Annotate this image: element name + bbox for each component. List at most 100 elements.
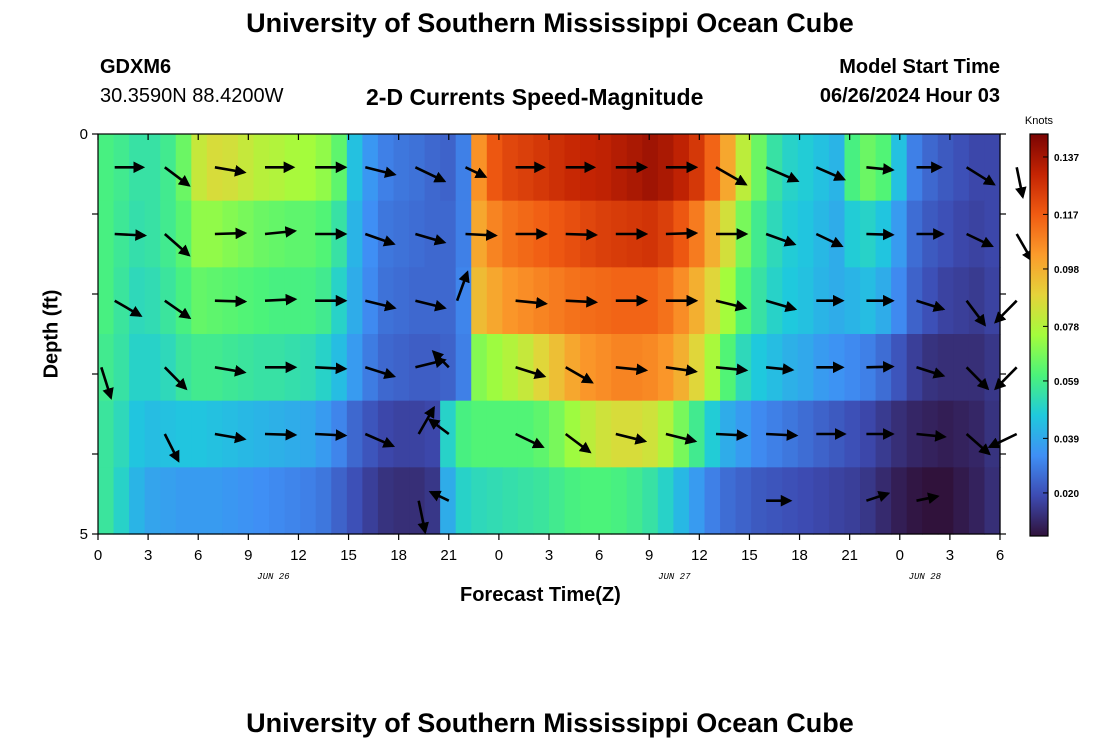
current-vector [766, 429, 799, 441]
heatmap-cell [191, 267, 208, 335]
heatmap-cell [626, 400, 643, 468]
heatmap-cell [751, 400, 768, 468]
heatmap-cell [844, 200, 861, 268]
x-axis-title: Forecast Time(Z) [460, 584, 621, 606]
heatmap-cell [502, 334, 519, 402]
heatmap-cell [346, 334, 363, 402]
heatmap-cell [455, 134, 472, 202]
heatmap-cell [595, 400, 612, 468]
heatmap-cell [797, 467, 814, 535]
heatmap-cell [160, 400, 177, 468]
heatmap-cell [393, 134, 410, 202]
heatmap-cell [206, 467, 224, 535]
heatmap-cell [844, 134, 861, 202]
heatmap-cell [766, 200, 783, 268]
date-label: JUN 26 [257, 572, 290, 582]
heatmap-cell [968, 200, 986, 268]
heatmap-cell [735, 334, 752, 402]
current-vector [715, 363, 749, 376]
current-vector [715, 166, 748, 186]
heatmap-cell [751, 267, 768, 335]
heatmap-cell [844, 334, 861, 402]
heatmap-cell [984, 467, 1001, 535]
current-vector [715, 429, 749, 441]
heatmap-cell [424, 134, 441, 202]
current-vector [565, 228, 599, 241]
heatmap-cell [160, 134, 177, 202]
heatmap-cell [237, 134, 255, 202]
current-vector [414, 166, 447, 183]
heatmap-cell [222, 134, 239, 202]
heatmap-cell [502, 200, 519, 268]
heatmap-cell [751, 334, 768, 402]
current-vector [665, 432, 698, 445]
heatmap-cell [937, 334, 954, 402]
heatmap-cell [704, 400, 721, 468]
heatmap-cell [175, 467, 192, 535]
current-vector [214, 227, 248, 240]
current-vector [916, 299, 946, 312]
heatmap-cell [549, 334, 566, 402]
heatmap-cell [782, 134, 799, 202]
x-tick-label: 3 [144, 547, 152, 564]
current-vector [615, 432, 648, 445]
current-vector [916, 492, 940, 504]
heatmap-cell [953, 267, 970, 335]
heatmap-cell [642, 267, 659, 335]
heatmap-cell [937, 467, 954, 535]
current-vector [364, 366, 397, 380]
date-label: JUN 28 [909, 572, 942, 582]
heatmap-cell [362, 400, 379, 468]
current-vector [214, 165, 247, 177]
heatmap-cell [953, 134, 970, 202]
heatmap-cell [362, 200, 379, 268]
heatmap-cell [922, 267, 939, 335]
heatmap-cell [253, 267, 270, 335]
current-vector [994, 366, 1018, 391]
current-vector [987, 432, 1018, 449]
heatmap-cell [906, 400, 923, 468]
heatmap-cell [984, 400, 1001, 468]
heatmap-cell [642, 200, 659, 268]
current-vector [665, 227, 699, 240]
heatmap-cell [906, 134, 923, 202]
heatmap-cell [642, 334, 659, 402]
heatmap-cell [440, 200, 457, 268]
heatmap-cell [735, 267, 752, 335]
heatmap-cell [175, 267, 192, 335]
heatmap-cell [828, 200, 846, 268]
current-vector [1015, 167, 1027, 199]
heatmap-cell [813, 134, 830, 202]
heatmap-cell [300, 467, 317, 535]
x-axis: 0 3 6 9 12 15 18 21 0 3 6 9 12 15 18 21 0 3 6 JUN 26 JUN 27 J… [94, 134, 1004, 582]
heatmap-cell [906, 267, 923, 335]
heatmap-cell [502, 467, 519, 535]
heatmap-cell [222, 334, 239, 402]
heatmap-cell [393, 267, 410, 335]
heatmap-cell [657, 467, 675, 535]
current-vector [364, 432, 396, 448]
heatmap-cell [455, 334, 472, 402]
current-vector [465, 229, 498, 241]
heatmap-cell [704, 267, 721, 335]
current-vector [214, 431, 247, 444]
x-tick-label: 15 [741, 547, 758, 564]
heatmap-cell [424, 267, 441, 335]
heatmap-cell [144, 200, 161, 268]
heatmap-cell [766, 267, 783, 335]
heatmap-cell [891, 267, 908, 335]
heatmap-cell [253, 134, 270, 202]
heatmap-cell [549, 267, 566, 335]
x-tick-label: 9 [645, 547, 653, 564]
heatmap-cell [517, 400, 535, 468]
heatmap-cell [891, 334, 908, 402]
current-vector [364, 166, 397, 178]
current-vector [163, 433, 180, 463]
heatmap-cell [98, 267, 115, 335]
heatmap-cell [98, 400, 115, 468]
current-vector [966, 232, 994, 248]
x-tick-label: 12 [691, 547, 708, 564]
heatmap-cell [331, 467, 348, 535]
current-vector [866, 228, 895, 241]
chart-subtitle: 2-D Currents Speed-Magnitude [366, 84, 704, 110]
